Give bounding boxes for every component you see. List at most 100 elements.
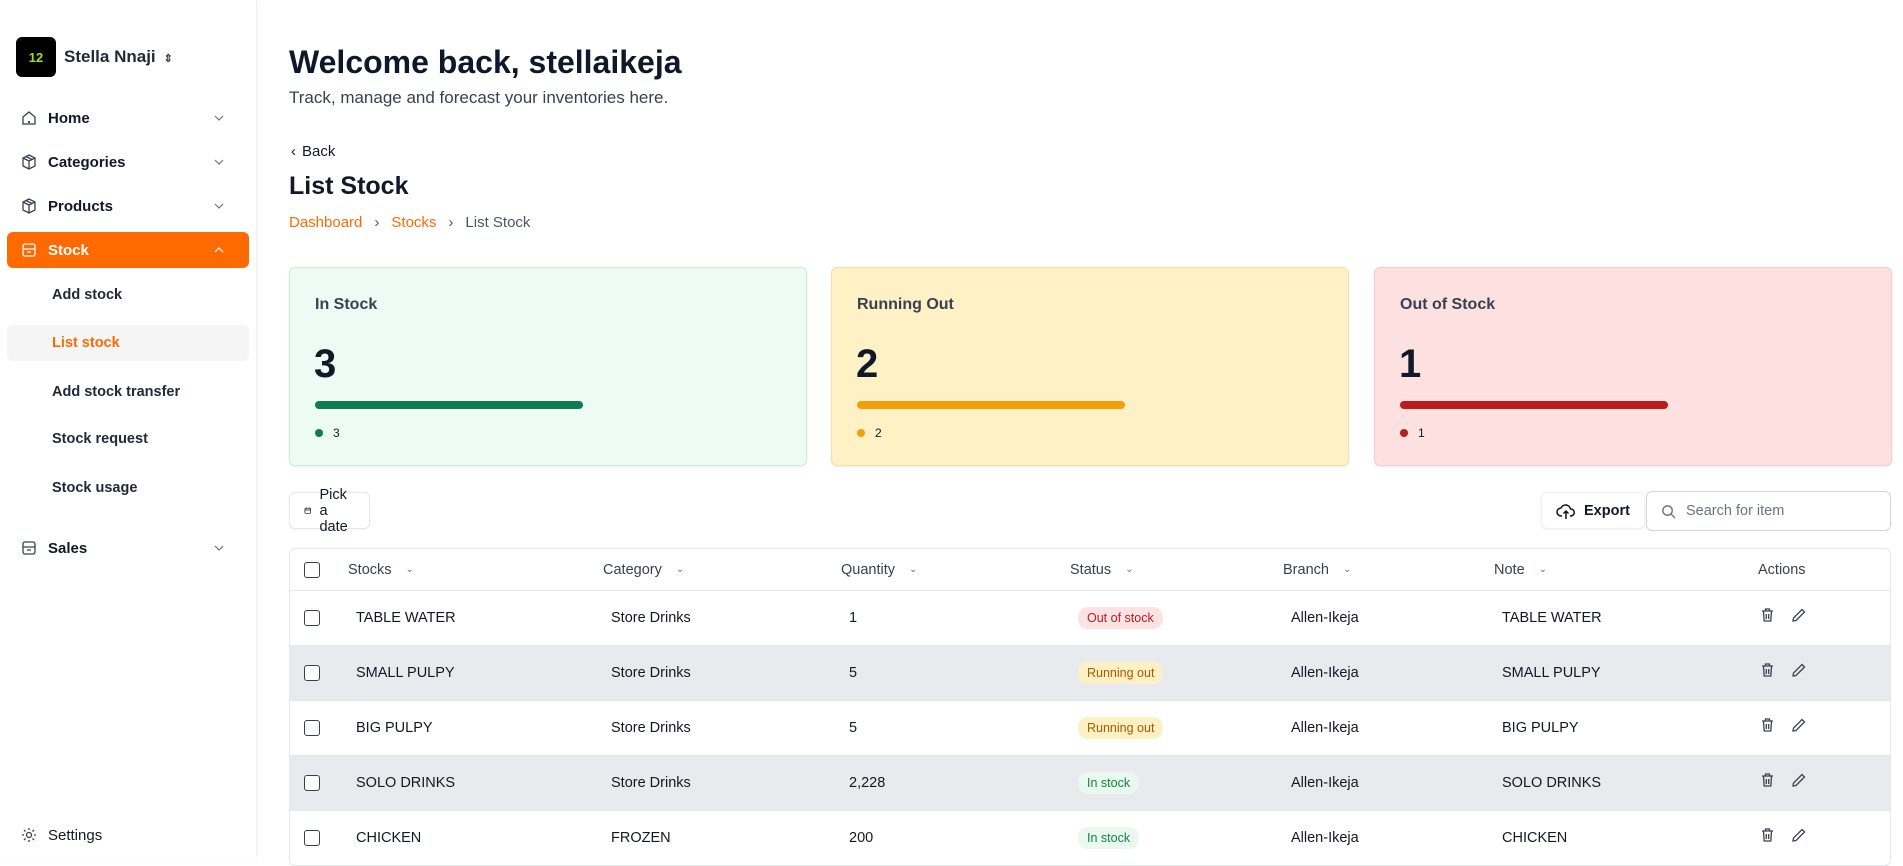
cell-note: SOLO DRINKS <box>1502 775 1602 791</box>
cell-quantity: 1 <box>849 610 858 626</box>
row-checkbox[interactable] <box>304 830 320 846</box>
trash-icon[interactable] <box>1760 607 1775 623</box>
column-header-label: Stocks <box>348 561 392 578</box>
sidebar-item-stock[interactable]: Stock <box>7 232 249 268</box>
chevron-down-icon: ⌄ <box>405 564 414 575</box>
pick-date-button[interactable]: Pick a date <box>289 487 371 535</box>
sidebar-subitem-list-stock[interactable]: List stock <box>7 325 249 361</box>
chevron-down-icon: ⌄ <box>675 564 685 575</box>
cell-quantity: 5 <box>849 720 858 736</box>
chevron-right-icon: › <box>374 214 380 231</box>
sidebar-item-products[interactable]: Products <box>7 188 249 224</box>
sidebar-item-label: Products <box>48 197 114 215</box>
search-box <box>1646 491 1891 531</box>
summary-card-running-out: Running Out 2 2 <box>831 267 1349 466</box>
package-icon <box>22 154 36 170</box>
back-link[interactable]: ‹ Back <box>291 143 335 160</box>
card-legend: 1 <box>1400 426 1425 440</box>
pencil-icon[interactable] <box>1791 717 1807 733</box>
trash-icon[interactable] <box>1760 772 1775 788</box>
brand-logo: 12 <box>16 37 56 77</box>
sidebar-subitem-label: Stock request <box>52 431 148 447</box>
chevron-down-icon: ⌄ <box>909 564 918 575</box>
sidebar-subitem-label: Add stock <box>52 287 123 303</box>
column-header-label: Status <box>1070 561 1112 578</box>
column-header-label: Branch <box>1283 561 1329 578</box>
card-progress-bar <box>315 401 583 409</box>
column-header-label: Note <box>1494 561 1525 578</box>
column-header-category[interactable]: Category ⌄ <box>603 562 684 578</box>
breadcrumb-current: List Stock <box>465 214 531 231</box>
cell-stock: SOLO DRINKS <box>356 775 456 791</box>
card-label: Running Out <box>857 296 954 313</box>
cell-quantity: 5 <box>849 665 858 681</box>
cell-stock: TABLE WATER <box>356 610 456 626</box>
trash-icon[interactable] <box>1760 827 1775 843</box>
sidebar-item-home[interactable]: Home <box>7 100 249 136</box>
breadcrumb-dashboard[interactable]: Dashboard <box>289 214 363 231</box>
cell-category: Store Drinks <box>611 775 691 791</box>
select-all-checkbox[interactable] <box>304 561 320 578</box>
breadcrumb-stocks[interactable]: Stocks <box>391 214 437 231</box>
sidebar-subitem-stock-request[interactable]: Stock request <box>7 421 249 457</box>
card-legend: 3 <box>315 426 340 440</box>
cell-category: Store Drinks <box>611 720 691 736</box>
cell-note: CHICKEN <box>1502 830 1568 846</box>
back-label: Back <box>302 143 336 160</box>
stock-table: Stocks ⌄ Category ⌄ Quantity ⌄ Status ⌄ Branch ⌄ N… <box>289 548 1891 866</box>
sidebar-item-sales[interactable]: Sales <box>7 530 249 566</box>
legend-value: 1 <box>1418 426 1425 440</box>
sidebar-item-label: Home <box>48 109 90 127</box>
chevron-left-icon: ‹ <box>291 143 296 160</box>
column-header-label: Category <box>603 561 662 578</box>
cell-stock: SMALL PULPY <box>356 665 455 681</box>
card-progress-bar <box>1400 401 1668 409</box>
chevron-down-icon <box>214 115 224 121</box>
card-value: 3 <box>314 342 337 386</box>
cell-quantity: 200 <box>849 830 874 846</box>
sidebar-subitem-stock-usage[interactable]: Stock usage <box>7 470 249 506</box>
row-checkbox[interactable] <box>304 665 320 681</box>
card-progress-bar <box>857 401 1125 409</box>
row-checkbox[interactable] <box>304 610 320 626</box>
cell-branch: Allen-Ikeja <box>1291 665 1359 681</box>
table-row: TABLE WATER Store Drinks 1 Out of stock Alle… <box>290 590 1890 645</box>
cell-quantity: 2,228 <box>849 775 886 791</box>
cell-branch: Allen-Ikeja <box>1291 775 1359 791</box>
table-row: CHICKEN FROZEN 200 In stock Allen-Ikeja CHICK… <box>290 810 1890 865</box>
card-value: 2 <box>856 342 879 386</box>
status-badge: In stock <box>1078 827 1140 849</box>
legend-dot <box>857 429 865 437</box>
search-input[interactable] <box>1686 503 1876 519</box>
trash-icon[interactable] <box>1760 717 1775 733</box>
row-checkbox[interactable] <box>304 775 320 791</box>
card-value: 1 <box>1399 342 1422 386</box>
column-header-label: Quantity <box>841 561 895 578</box>
summary-card-out-of-stock: Out of Stock 1 1 <box>1374 267 1892 466</box>
cell-stock: BIG PULPY <box>356 720 433 736</box>
pencil-icon[interactable] <box>1791 607 1807 623</box>
pencil-icon[interactable] <box>1791 662 1807 678</box>
sidebar-item-settings[interactable]: Settings <box>7 817 249 853</box>
chevron-up-icon <box>214 247 224 253</box>
legend-value: 2 <box>875 426 882 440</box>
status-badge: Running out <box>1078 662 1164 684</box>
row-checkbox[interactable] <box>304 720 320 736</box>
chevron-up-down-icon: ⇕ <box>163 53 173 65</box>
page-title: List Stock <box>289 172 409 200</box>
trash-icon[interactable] <box>1760 662 1775 678</box>
sidebar-item-categories[interactable]: Categories <box>7 144 249 180</box>
pencil-icon[interactable] <box>1791 772 1807 788</box>
pencil-icon[interactable] <box>1791 827 1807 843</box>
column-header-quantity[interactable]: Quantity ⌄ <box>841 562 917 578</box>
account-switcher[interactable]: Stella Nnaji ⇕ <box>64 47 173 67</box>
sidebar-subitem-add-stock-transfer[interactable]: Add stock transfer <box>7 374 249 410</box>
card-label: Out of Stock <box>1400 296 1496 313</box>
column-header-status[interactable]: Status ⌄ <box>1070 562 1134 578</box>
column-header-branch[interactable]: Branch ⌄ <box>1283 562 1351 578</box>
export-button[interactable]: Export <box>1541 492 1645 529</box>
column-header-stocks[interactable]: Stocks ⌄ <box>348 562 414 578</box>
cell-category: Store Drinks <box>611 610 691 626</box>
column-header-note[interactable]: Note ⌄ <box>1494 562 1547 578</box>
sidebar-subitem-add-stock[interactable]: Add stock <box>7 277 249 313</box>
